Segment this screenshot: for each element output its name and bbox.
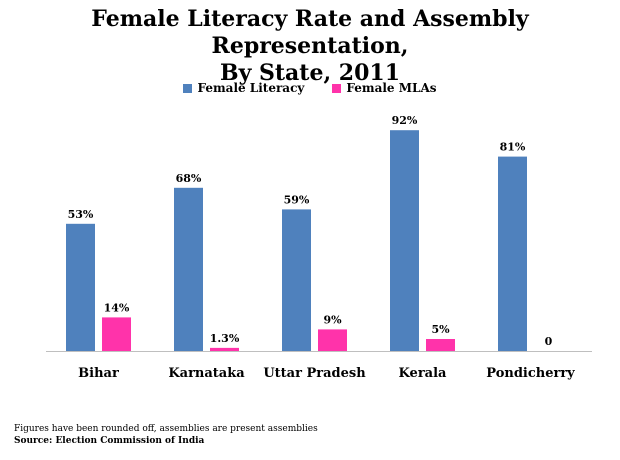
chart-title: Female Literacy Rate and Assembly Repres… [0,6,620,87]
bar-female-mlas-uttar-pradesh [318,329,347,351]
category-label-karnataka: Karnataka [168,366,245,381]
data-label-female-mlas-karnataka: 1.3% [210,332,240,345]
data-label-female-mlas-uttar-pradesh: 9% [323,313,342,326]
bar-female-mlas-kerala [426,339,455,351]
bar-female-mlas-karnataka [210,347,239,351]
data-label-female-literacy-pondicherry: 81% [500,141,526,154]
data-label-female-literacy-kerala: 92% [392,114,418,127]
legend-swatch-female-literacy [183,83,193,93]
category-label-uttar-pradesh: Uttar Pradesh [263,366,366,381]
category-label-pondicherry: Pondicherry [486,366,575,381]
chart-title-line-2: By State, 2011 [219,60,401,86]
data-label-female-mlas-kerala: 5% [431,323,450,336]
category-label-kerala: Kerala [399,366,447,381]
data-label-female-literacy-uttar-pradesh: 59% [284,193,310,206]
data-label-female-mlas-pondicherry: 0 [545,335,553,348]
legend-label-female-literacy: Female Literacy [197,81,305,95]
source-note: Source: Election Commission of India [14,436,205,446]
bar-female-literacy-uttar-pradesh [282,209,311,351]
legend-item-female-literacy: Female Literacy [183,81,304,95]
chart-legend: Female Literacy Female MLAs [0,81,620,95]
bar-female-literacy-karnataka [174,187,203,351]
bar-female-literacy-kerala [390,130,419,351]
data-label-female-mlas-bihar: 14% [104,301,130,314]
bar-female-mlas-bihar [102,317,131,351]
data-label-female-literacy-bihar: 53% [68,208,94,221]
legend-swatch-female-mlas [332,83,342,93]
legend-item-female-mlas: Female MLAs [332,81,437,95]
bar-female-literacy-bihar [66,223,95,351]
footnote: Figures have been rounded off, assemblie… [14,424,318,434]
category-label-bihar: Bihar [78,366,119,381]
chart-title-line-1: Female Literacy Rate and Assembly Repres… [91,6,529,59]
bar-female-literacy-pondicherry [498,156,527,351]
legend-label-female-mlas: Female MLAs [346,81,437,95]
data-label-female-literacy-karnataka: 68% [176,172,202,185]
